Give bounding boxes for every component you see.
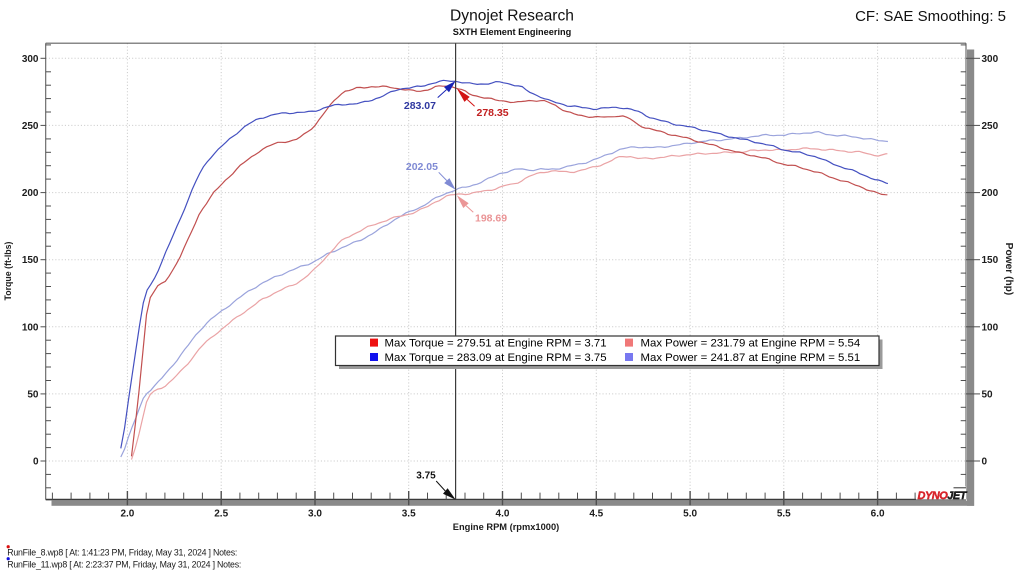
svg-text:Max Power = 231.79 at Engine R: Max Power = 231.79 at Engine RPM = 5.54 (641, 337, 861, 349)
svg-text:2.0: 2.0 (120, 508, 134, 519)
svg-text:RunFile_8.wp8 [ At: 1:41:23 PM: RunFile_8.wp8 [ At: 1:41:23 PM, Friday, … (7, 548, 237, 558)
svg-text:SXTH Element Engineering: SXTH Element Engineering (453, 27, 571, 37)
svg-text:3.75: 3.75 (416, 470, 436, 481)
svg-text:202.05: 202.05 (406, 161, 438, 173)
svg-text:283.07: 283.07 (404, 100, 436, 112)
svg-text:150: 150 (22, 255, 39, 266)
svg-text:50: 50 (982, 389, 994, 400)
svg-text:5.5: 5.5 (777, 508, 791, 519)
svg-text:100: 100 (982, 322, 999, 333)
svg-text:278.35: 278.35 (477, 107, 509, 119)
svg-text:Max Torque = 279.51 at Engine: Max Torque = 279.51 at Engine RPM = 3.71 (385, 337, 607, 349)
svg-text:250: 250 (982, 121, 999, 132)
svg-text:DYNOJET: DYNOJET (918, 490, 968, 502)
svg-text:0: 0 (982, 457, 988, 468)
svg-text:Engine RPM (rpmx1000): Engine RPM (rpmx1000) (453, 522, 559, 532)
svg-text:Max Power = 241.87 at Engine R: Max Power = 241.87 at Engine RPM = 5.51 (641, 352, 861, 364)
svg-text:198.69: 198.69 (475, 213, 507, 225)
svg-text:Power (hp): Power (hp) (1003, 243, 1014, 296)
svg-text:2.5: 2.5 (214, 508, 228, 519)
svg-text:4.5: 4.5 (589, 508, 603, 519)
svg-text:CF: SAE Smoothing: 5: CF: SAE Smoothing: 5 (855, 8, 1006, 25)
svg-text:Max Torque = 283.09 at Engine: Max Torque = 283.09 at Engine RPM = 3.75 (385, 352, 607, 364)
svg-text:50: 50 (27, 389, 39, 400)
svg-text:3.5: 3.5 (402, 508, 416, 519)
svg-text:0: 0 (33, 457, 39, 468)
svg-text:250: 250 (22, 121, 39, 132)
svg-text:Dynojet Research: Dynojet Research (450, 8, 574, 25)
svg-text:Torque (ft-lbs): Torque (ft-lbs) (3, 241, 13, 300)
svg-text:300: 300 (22, 54, 39, 65)
svg-text:3.0: 3.0 (308, 508, 322, 519)
svg-text:200: 200 (982, 188, 999, 199)
svg-text:200: 200 (22, 188, 39, 199)
svg-text:300: 300 (982, 54, 999, 65)
svg-text:5.0: 5.0 (683, 508, 697, 519)
svg-text:4.0: 4.0 (496, 508, 510, 519)
svg-text:RunFile_11.wp8 [ At: 2:23:37 P: RunFile_11.wp8 [ At: 2:23:37 PM, Friday,… (7, 560, 241, 570)
svg-text:100: 100 (22, 322, 39, 333)
svg-text:6.0: 6.0 (871, 508, 885, 519)
svg-text:150: 150 (982, 255, 999, 266)
